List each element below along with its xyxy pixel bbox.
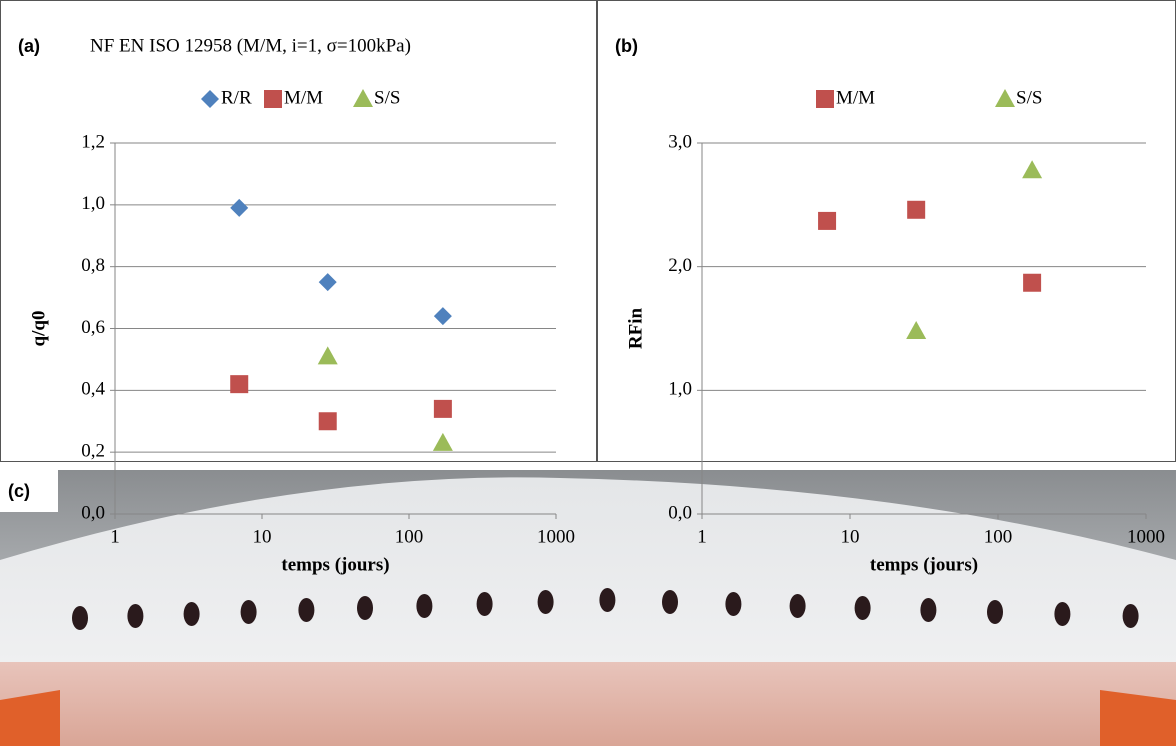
marker [433,399,452,418]
marker [906,320,927,339]
marker [1022,160,1043,179]
marker [1023,273,1042,292]
photo-blob [920,598,937,622]
x-tick-label: 10 [841,526,860,547]
legend-marker [201,90,219,108]
x-tick-label: 100 [984,526,1013,547]
panel-label: (a) [18,36,40,56]
marker [318,412,337,431]
photo-blob [357,596,373,620]
photo-label: (c) [8,481,30,501]
chart-title: NF EN ISO 12958 (M/M, i=1, σ=100kPa) [90,35,411,56]
y-tick-label: 0,0 [668,502,692,523]
y-axis-label: q/q0 [28,311,49,347]
y-tick-label: 0,8 [81,255,105,276]
y-tick-label: 1,0 [81,193,105,214]
photo-blob [183,602,200,626]
photo-blob [789,594,806,618]
x-tick-label: 1 [110,526,120,547]
y-tick-label: 0,4 [81,379,105,400]
legend-marker [264,90,282,108]
legend-label: S/S [374,87,400,108]
legend-label: M/M [284,87,323,108]
marker [907,200,926,219]
y-tick-label: 0,0 [81,502,105,523]
photo-blob [854,596,871,620]
marker [818,211,837,230]
x-axis-label: temps (jours) [281,554,389,575]
photo-blob [1054,602,1071,626]
y-tick-label: 0,6 [81,317,105,338]
photo-blob [72,606,88,630]
photo-blob [127,604,144,628]
photo-blob [725,592,742,616]
y-axis-label: RFin [625,307,646,349]
y-tick-label: 2,0 [668,255,692,276]
photo-blob [662,590,678,614]
photo-blob [240,600,257,624]
y-tick-label: 1,2 [81,131,105,152]
y-tick-label: 1,0 [668,379,692,400]
x-tick-label: 1 [697,526,707,547]
legend-label: M/M [836,87,875,108]
photo-blob [987,600,1003,624]
photo-blob [476,592,493,616]
legend-marker [353,89,373,107]
legend-marker [816,90,834,108]
photo-blob [416,594,433,618]
x-tick-label: 1000 [1127,526,1165,547]
photo-blob [1122,604,1139,628]
marker [318,273,337,292]
marker [317,346,338,365]
panel-a-frame [0,0,597,462]
photo: (c) [0,470,1176,746]
legend-marker [995,89,1015,107]
x-tick-label: 10 [253,526,272,547]
photo-blob [298,598,315,622]
photo-blob [599,588,616,612]
legend-label: R/R [221,87,252,108]
x-tick-label: 100 [395,526,424,547]
y-tick-label: 3,0 [668,131,692,152]
legend-label: S/S [1016,87,1042,108]
marker [432,432,453,451]
y-tick-label: 0,2 [81,441,105,462]
photo-blob [537,590,554,614]
x-axis-label: temps (jours) [870,554,978,575]
marker [230,198,249,217]
marker [230,375,249,394]
panel-label: (b) [615,36,638,56]
marker [433,307,452,326]
x-tick-label: 1000 [537,526,575,547]
